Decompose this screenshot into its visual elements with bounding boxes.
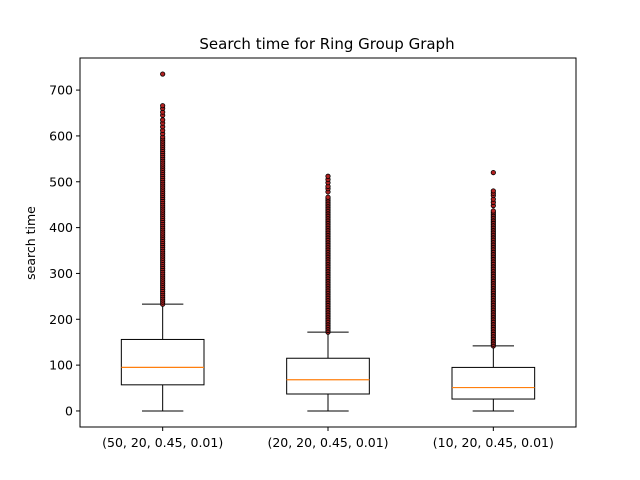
y-tick-label: 100 [49,358,73,373]
x-tick-label: (20, 20, 0.45, 0.01) [267,435,388,450]
outlier-point [490,208,496,214]
box-iqr [286,357,370,395]
y-tick-label: 500 [49,174,73,189]
plot-marks [120,71,536,412]
outlier-point [160,117,166,123]
box-group [286,173,370,412]
y-axis: 0 100 200 300 400 500 600 700 [49,83,80,418]
outlier-point [325,173,331,179]
outlier-point [490,188,496,194]
box-iqr [451,366,536,400]
y-tick-label: 600 [49,128,73,143]
box-group [120,71,205,412]
outlier-point [160,71,166,77]
y-tick-label: 300 [49,266,73,281]
y-tick-label: 400 [49,220,73,235]
box-iqr [120,338,205,386]
chart-title: Search time for Ring Group Graph [199,35,454,53]
x-tick-label: (10, 20, 0.45, 0.01) [433,435,554,450]
outlier-point [490,169,496,176]
y-tick-label: 700 [49,83,73,98]
outlier-point [160,103,166,109]
y-tick-label: 0 [65,403,73,418]
x-axis: (50, 20, 0.45, 0.01) (20, 20, 0.45, 0.01)… [102,427,554,450]
box-group [451,169,536,412]
outlier-point [325,194,331,200]
y-tick-label: 200 [49,312,73,327]
y-axis-label: search time [23,206,38,280]
x-tick-label: (50, 20, 0.45, 0.01) [102,435,223,450]
